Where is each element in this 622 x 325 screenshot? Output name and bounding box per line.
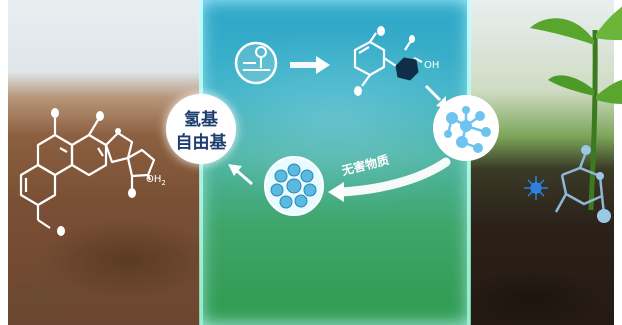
radical-badge (166, 94, 236, 164)
hydroxyl-top-label: OH (424, 60, 440, 71)
oxygen-atom-icon (51, 108, 136, 236)
node-icon (581, 145, 611, 223)
reaction-vessel-icon (234, 41, 278, 85)
pollutant-molecule-icon (19, 118, 156, 229)
healthy-soil-panel (470, 0, 614, 325)
microbe-cluster-icon (264, 156, 324, 216)
microbe-burst-icon (524, 176, 548, 200)
benzene-molecule-icon (353, 32, 423, 87)
soil-network-icon (554, 151, 606, 215)
reaction-panel (200, 0, 470, 325)
arrow-up-left-icon (228, 164, 253, 186)
return-arrow-icon (328, 157, 451, 202)
molecular-network-icon (433, 95, 499, 161)
hydroxyl-text: OH (146, 174, 162, 185)
badge-title-line2: 自由基 (175, 133, 227, 153)
arrow-right-icon (290, 56, 330, 74)
hydroxyl-subscript: 2 (161, 179, 166, 187)
badge-title-line1: 氢基 (184, 110, 218, 130)
oxygen-atom-icon (354, 26, 415, 96)
polluted-soil-panel (8, 0, 200, 325)
glass-edge-right (467, 0, 471, 325)
sprout-icon (530, 6, 622, 211)
hydroxyl-label: OH2 (146, 174, 166, 187)
cyclohexane-ring-icon (395, 57, 419, 81)
